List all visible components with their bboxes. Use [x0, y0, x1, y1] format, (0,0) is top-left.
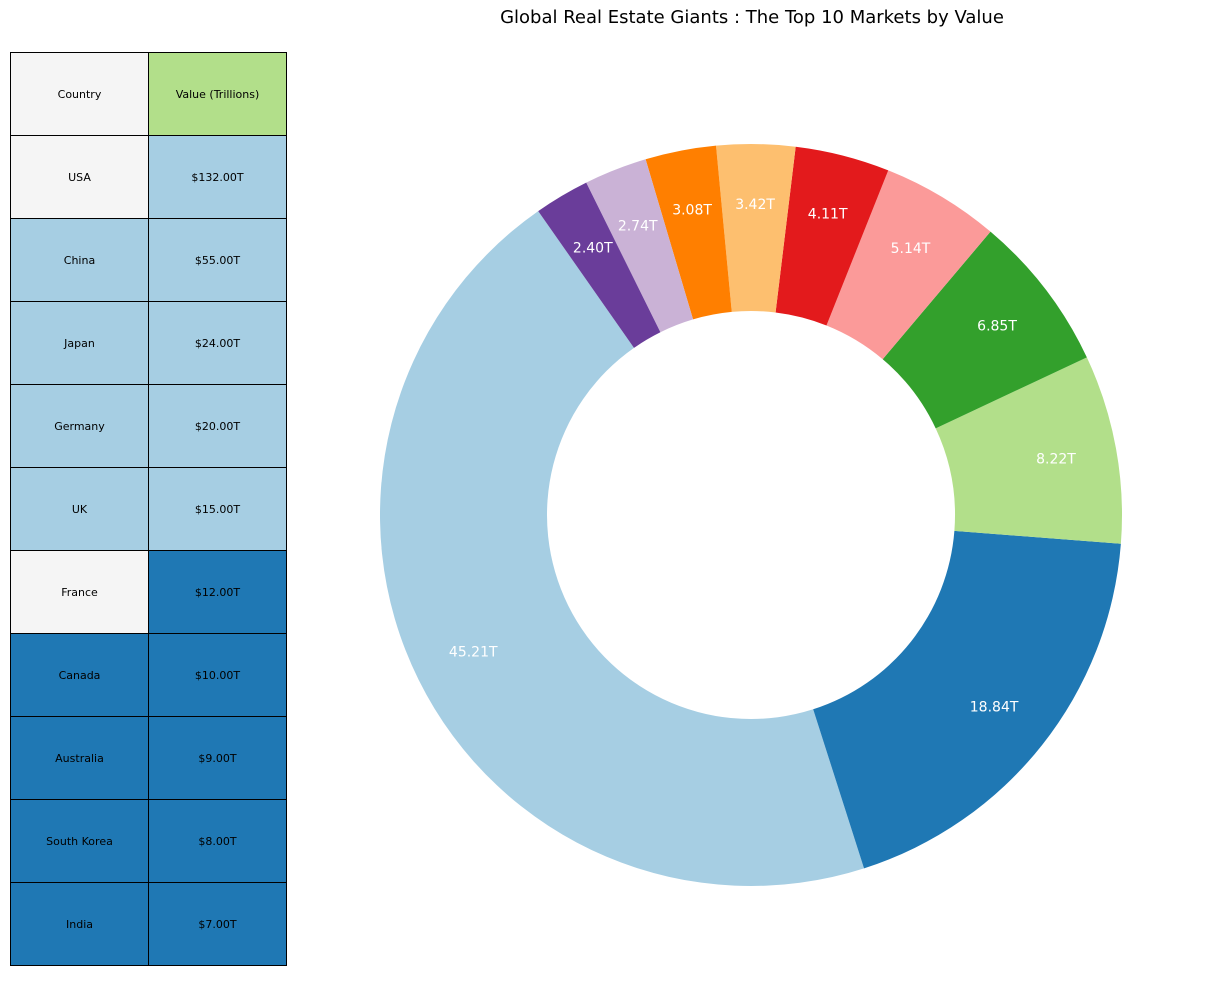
donut-slice-india — [538, 182, 661, 348]
donut-slice-china — [813, 530, 1121, 869]
slice-value-label: 8.22T — [1036, 451, 1076, 467]
table-row: Germany $20.00T — [10, 384, 287, 468]
slice-value-label: 5.14T — [891, 241, 931, 257]
table-cell-country: South Korea — [10, 799, 149, 883]
table-cell-value: $10.00T — [148, 633, 287, 717]
table-row: Canada $10.00T — [10, 633, 287, 717]
table-cell-value: $9.00T — [148, 716, 287, 800]
donut-slice-australia — [645, 145, 732, 320]
table-header-value: Value (Trillions) — [148, 52, 287, 136]
table-body: Country Value (Trillions) USA $132.00T Chi… — [10, 52, 287, 966]
slice-value-label: 3.08T — [672, 203, 712, 219]
data-table: Country Value (Trillions) USA $132.00T Chi… — [10, 52, 287, 966]
donut-slice-germany — [882, 231, 1087, 429]
donut-slice-usa — [379, 211, 865, 887]
table-row: China $55.00T — [10, 218, 287, 302]
table-cell-country: Japan — [10, 301, 149, 385]
table-cell-country: France — [10, 550, 149, 634]
donut-slice-south-korea — [586, 159, 694, 333]
donut-slices — [379, 144, 1122, 887]
table-cell-value: $24.00T — [148, 301, 287, 385]
table-cell-value: $20.00T — [148, 384, 287, 468]
table-cell-country: China — [10, 218, 149, 302]
table-cell-value: $15.00T — [148, 467, 287, 551]
table-cell-country: Germany — [10, 384, 149, 468]
slice-value-label: 45.21T — [449, 645, 498, 661]
donut-slice-uk — [826, 170, 991, 360]
table-cell-value: $7.00T — [148, 882, 287, 966]
slice-value-label: 2.40T — [573, 240, 613, 256]
table-row: USA $132.00T — [10, 135, 287, 219]
slice-value-label: 18.84T — [970, 699, 1019, 715]
table-row: UK $15.00T — [10, 467, 287, 551]
table-row: Australia $9.00T — [10, 716, 287, 800]
table-cell-country: UK — [10, 467, 149, 551]
donut-slice-france — [775, 146, 889, 326]
table-cell-value: $12.00T — [148, 550, 287, 634]
table-row: India $7.00T — [10, 882, 287, 966]
chart-title: Global Real Estate Giants : The Top 10 M… — [500, 7, 1004, 28]
slice-value-label: 3.42T — [735, 197, 775, 213]
table-row: France $12.00T — [10, 550, 287, 634]
table-cell-country: USA — [10, 135, 149, 219]
table-cell-country: Australia — [10, 716, 149, 800]
slice-value-label: 2.74T — [618, 218, 658, 234]
table-row: South Korea $8.00T — [10, 799, 287, 883]
table-row: Japan $24.00T — [10, 301, 287, 385]
table-cell-value: $8.00T — [148, 799, 287, 883]
table-cell-country: India — [10, 882, 149, 966]
donut-slice-japan — [935, 357, 1122, 544]
slice-value-label: 6.85T — [977, 318, 1017, 334]
donut-slice-canada — [716, 144, 796, 313]
table-header-row: Country Value (Trillions) — [10, 52, 287, 136]
table-cell-value: $132.00T — [148, 135, 287, 219]
donut-slice-labels: 45.21T 18.84T 8.22T 6.85T 5.14T 4.11T 3.42T 3.0… — [449, 197, 1076, 715]
slice-value-label: 4.11T — [808, 207, 848, 223]
